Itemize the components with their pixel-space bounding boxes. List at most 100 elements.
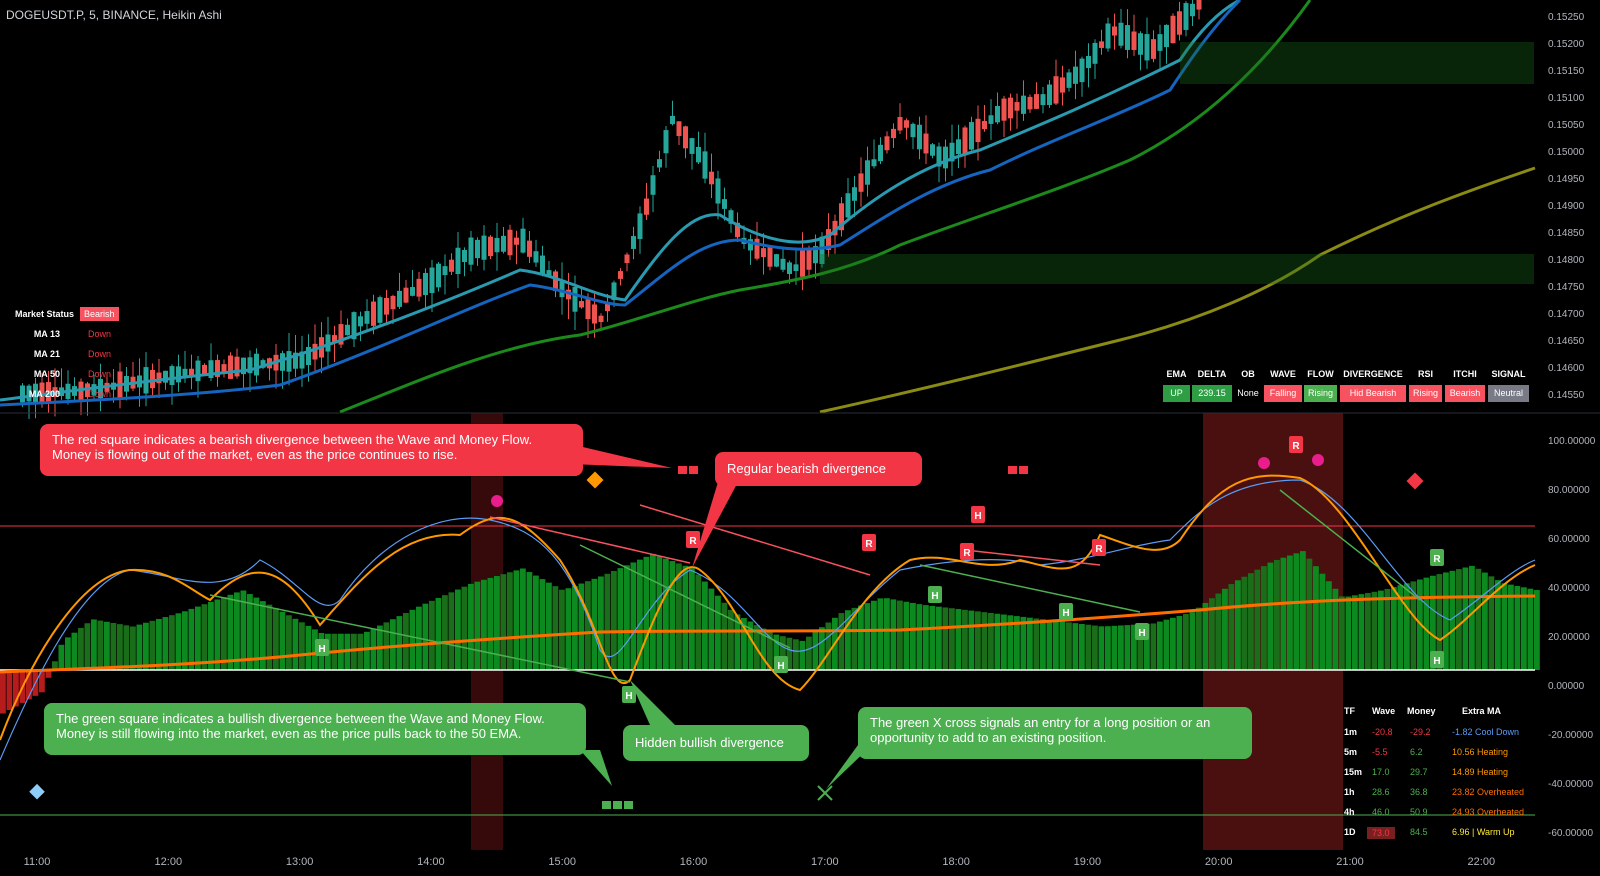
histogram-bar [747,621,754,670]
histogram-bar [773,634,780,670]
tf-money-value: -29.2 [1410,727,1431,737]
histogram-bar [780,636,786,670]
histogram-bar [962,609,968,670]
histogram-bar [1092,625,1098,670]
histogram-bar [715,595,721,670]
candle-body [527,240,532,257]
histogram-bar [604,573,611,670]
histogram-bar [923,605,929,670]
candle-body [878,144,883,162]
histogram-bar [682,565,689,670]
histogram-bar [286,615,292,670]
candle-body [247,357,253,374]
histogram-bar [676,563,682,670]
histogram-bar [851,607,858,670]
candle-body [494,237,500,253]
candle-body [702,151,708,179]
histogram-bar [435,598,442,670]
circle-marker [1312,454,1324,466]
candle-body [306,347,311,365]
histogram-bar [949,608,955,670]
candle-body [403,287,409,303]
candle-body [26,385,32,402]
symbol-title[interactable]: DOGEUSDT.P, 5, BINANCE, Heikin Ashi [6,8,222,22]
bearish-divergence-line [489,516,691,564]
histogram-bar [1248,573,1254,670]
status-value-signal: Neutral [1488,385,1529,402]
histogram-bar [1534,590,1540,670]
histogram-bar [1384,588,1391,670]
hidden-divergence-tag: H [774,656,788,673]
price-tick-label: 0.15200 [1548,39,1585,50]
price-tick-label: 0.14750 [1548,282,1585,293]
svg-text:R: R [1433,554,1441,565]
time-tick-label: 18:00 [942,856,970,868]
histogram-bar [195,606,201,670]
price-tick-label: 0.15000 [1548,147,1585,158]
candle-body [618,271,623,279]
histogram-bar [1020,616,1027,670]
candle-body [533,251,539,263]
regular-divergence-tag: R [862,534,876,551]
histogram-bar [52,661,58,670]
tf-label: 1D [1344,827,1356,837]
histogram-bar [396,616,403,670]
candle-body [943,146,948,169]
regular-divergence-tag: R [1430,549,1444,566]
histogram-bar [1176,615,1183,670]
price-tick-label: 0.14900 [1548,201,1585,212]
tf-header: Money [1407,706,1436,716]
candle-body [468,237,474,265]
candle-body [904,120,909,128]
tf-header: Extra MA [1462,706,1502,716]
candle-body [260,360,266,368]
ma-21-label: MA 21 [33,349,60,359]
histogram-bar [65,637,71,670]
histogram-bar [1410,581,1417,670]
candle-body [1131,31,1137,50]
candle-body [1151,39,1156,59]
histogram-bar [1027,617,1033,670]
svg-text:R: R [1292,441,1300,452]
svg-text:H: H [625,691,632,702]
histogram-bar [1066,622,1072,670]
candle-body [676,121,682,137]
histogram-bar [468,583,474,670]
callout-green-x: The green X cross signals an entry for a… [858,707,1252,759]
candle-body [507,229,513,256]
price-tick-label: 0.14550 [1548,390,1585,401]
ma-50-label: MA 50 [33,369,60,379]
time-tick-label: 20:00 [1204,856,1233,868]
candle-body [1157,34,1163,51]
histogram-bar [1059,621,1066,670]
hidden-divergence-tag: H [1059,603,1073,620]
candle-body [787,262,792,274]
histogram-bar [1397,585,1404,670]
red-diamond-marker [1406,472,1424,490]
callout-red-square: The red square indicates a bearish diver… [40,424,583,476]
histogram-bar [247,594,253,670]
status-value-ema: UP [1163,385,1190,402]
candle-body [423,272,428,296]
status-value-itchi: Bearish [1445,385,1485,402]
histogram-bar [721,602,728,670]
histogram-bar [1105,626,1111,670]
candle-body [449,259,454,272]
histogram-bar [669,561,676,670]
candle-body [293,352,298,369]
histogram-bar [390,619,396,670]
status-value-ob: None [1234,385,1262,402]
bullish-divergence-line [1279,489,1421,601]
tf-label: 5m [1344,747,1358,757]
circle-marker [491,495,503,507]
histogram-bar [1189,612,1196,670]
tf-extra-ma-value: -1.82 Cool Down [1452,727,1520,737]
candle-body [748,239,753,251]
candle-body [1001,98,1007,121]
candle-body [709,171,714,185]
histogram-bar [130,626,136,670]
time-tick-label: 16:00 [679,856,708,868]
candle-body [520,228,526,253]
candlestick-series [20,0,1202,419]
